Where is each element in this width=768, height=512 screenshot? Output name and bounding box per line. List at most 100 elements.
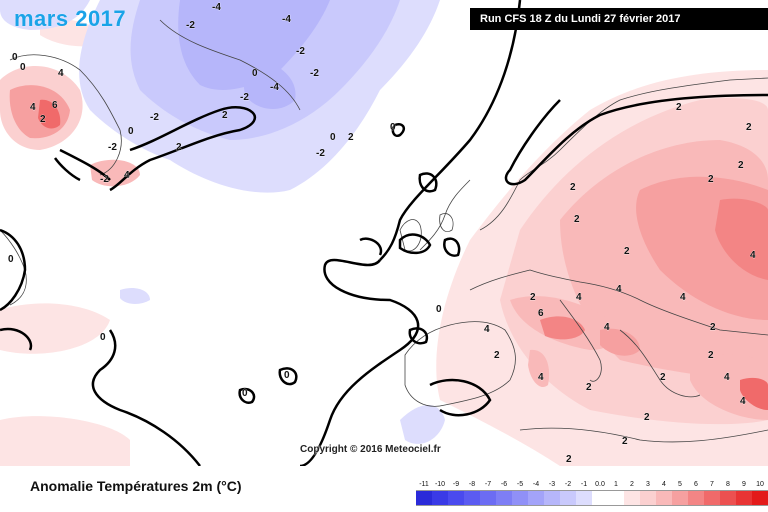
label-europe-7: 2 (624, 246, 630, 257)
legend-cell: 2 (624, 480, 640, 506)
legend-label: -1 (580, 481, 588, 488)
label-europe-10: 2 (530, 292, 536, 303)
copyright-notice: Copyright © 2016 Meteociel.fr (300, 444, 441, 455)
label-greenland-10: 4 (30, 102, 36, 113)
legend-swatch (512, 490, 528, 506)
legend-label: -8 (468, 481, 476, 488)
label-europe-8: 4 (616, 284, 622, 295)
label-europe-2: 2 (708, 174, 714, 185)
label-greenland-11: 2 (40, 114, 46, 125)
legend-swatch (528, 490, 544, 506)
label-europe-1: 2 (746, 122, 752, 133)
legend-cell: -5 (512, 480, 528, 506)
legend-label: 1 (614, 481, 618, 488)
legend-swatch (624, 490, 640, 506)
label-west-4: 0 (436, 304, 442, 315)
legend-cell: -9 (448, 480, 464, 506)
label-greenland-9: 0 (20, 62, 26, 73)
label-greenland-5: 4 (58, 68, 64, 79)
legend-cell: -1 (576, 480, 592, 506)
label-europe-6: 4 (750, 250, 756, 261)
legend-label: 7 (710, 481, 714, 488)
label-europe-22: 2 (644, 412, 650, 423)
legend-swatch (752, 490, 768, 506)
label-greenland-0: -4 (212, 2, 221, 13)
label-greenland-8: -2 (100, 174, 109, 185)
legend-cell: 5 (672, 480, 688, 506)
legend-cell: -7 (480, 480, 496, 506)
legend-swatch (464, 490, 480, 506)
zero-contours (0, 0, 768, 466)
label-atlantic-6: 2 (176, 142, 182, 153)
legend-cell: 8 (720, 480, 736, 506)
legend-swatch (480, 490, 496, 506)
legend-swatch (736, 490, 752, 506)
legend-label: 0.0 (595, 481, 605, 488)
legend-swatch (608, 490, 624, 506)
label-europe-23: 2 (622, 436, 628, 447)
label-europe-25: 4 (740, 396, 746, 407)
legend-label: -9 (452, 481, 460, 488)
warm-anomaly-areas (436, 70, 768, 466)
legend-label: 6 (694, 481, 698, 488)
contour-labels: -4 -2 -4 -2 0 4 6 -2 -2 0 4 2 -2 4 0 -2 … (8, 2, 756, 465)
label-greenland-1: -2 (186, 20, 195, 31)
label-greenland-6: 6 (52, 100, 58, 111)
legend-cell: -4 (528, 480, 544, 506)
legend-cell: -10 (432, 480, 448, 506)
legend-cell: -6 (496, 480, 512, 506)
legend-swatch (432, 490, 448, 506)
legend-label: -10 (434, 481, 446, 488)
legend-swatch (560, 490, 576, 506)
map-caption: Anomalie Températures 2m (°C) (30, 478, 242, 494)
label-west-0: 0 (8, 254, 14, 265)
legend-swatch (448, 490, 464, 506)
label-europe-15: 2 (710, 322, 716, 333)
legend-cell: 7 (704, 480, 720, 506)
label-atlantic-2: -4 (270, 82, 279, 93)
legend-label: 4 (662, 481, 666, 488)
legend-cell: 0.0 (592, 480, 608, 506)
legend-label: -3 (548, 481, 556, 488)
map-canvas: -4 -2 -4 -2 0 4 6 -2 -2 0 4 2 -2 4 0 -2 … (0, 0, 768, 466)
legend-label: 9 (742, 481, 746, 488)
label-atlantic-9: 0 (390, 122, 396, 133)
label-greenland-13: 4 (124, 170, 130, 181)
label-europe-19: 2 (586, 382, 592, 393)
label-atlantic-5: -2 (316, 148, 325, 159)
label-atlantic-3: -2 (296, 46, 305, 57)
legend-cell: 1 (608, 480, 624, 506)
label-atlantic-0: 0 (252, 68, 258, 79)
label-europe-5: 2 (574, 214, 580, 225)
label-greenland-3: -2 (240, 92, 249, 103)
legend-swatch (416, 490, 432, 506)
legend-swatch (656, 490, 672, 506)
legend-cell: -8 (464, 480, 480, 506)
label-west-1: 0 (100, 332, 106, 343)
label-europe-14: 2 (494, 350, 500, 361)
label-europe-3: 2 (738, 160, 744, 171)
label-west-3: 0 (242, 388, 248, 399)
run-label: Run CFS 18 Z du Lundi 27 février 2017 (470, 8, 768, 30)
legend-swatch (704, 490, 720, 506)
legend-swatch (592, 490, 608, 506)
label-greenland-2: -4 (282, 14, 291, 25)
legend-cell: -2 (560, 480, 576, 506)
legend-label: -4 (532, 481, 540, 488)
legend-swatch (640, 490, 656, 506)
legend-cell: -11 (416, 480, 432, 506)
legend-swatch (544, 490, 560, 506)
label-europe-12: 6 (538, 308, 544, 319)
legend-cell: 4 (656, 480, 672, 506)
label-europe-9: 4 (576, 292, 582, 303)
map-title: mars 2017 (14, 6, 127, 31)
label-west-2: 0 (284, 370, 290, 381)
legend-swatch (496, 490, 512, 506)
legend-cell: 3 (640, 480, 656, 506)
legend-label: 8 (726, 481, 730, 488)
label-greenland-4: 0 (12, 52, 18, 63)
legend-label: 2 (630, 481, 634, 488)
label-europe-18: 2 (660, 372, 666, 383)
label-europe-4: 2 (570, 182, 576, 193)
legend-cell: -3 (544, 480, 560, 506)
